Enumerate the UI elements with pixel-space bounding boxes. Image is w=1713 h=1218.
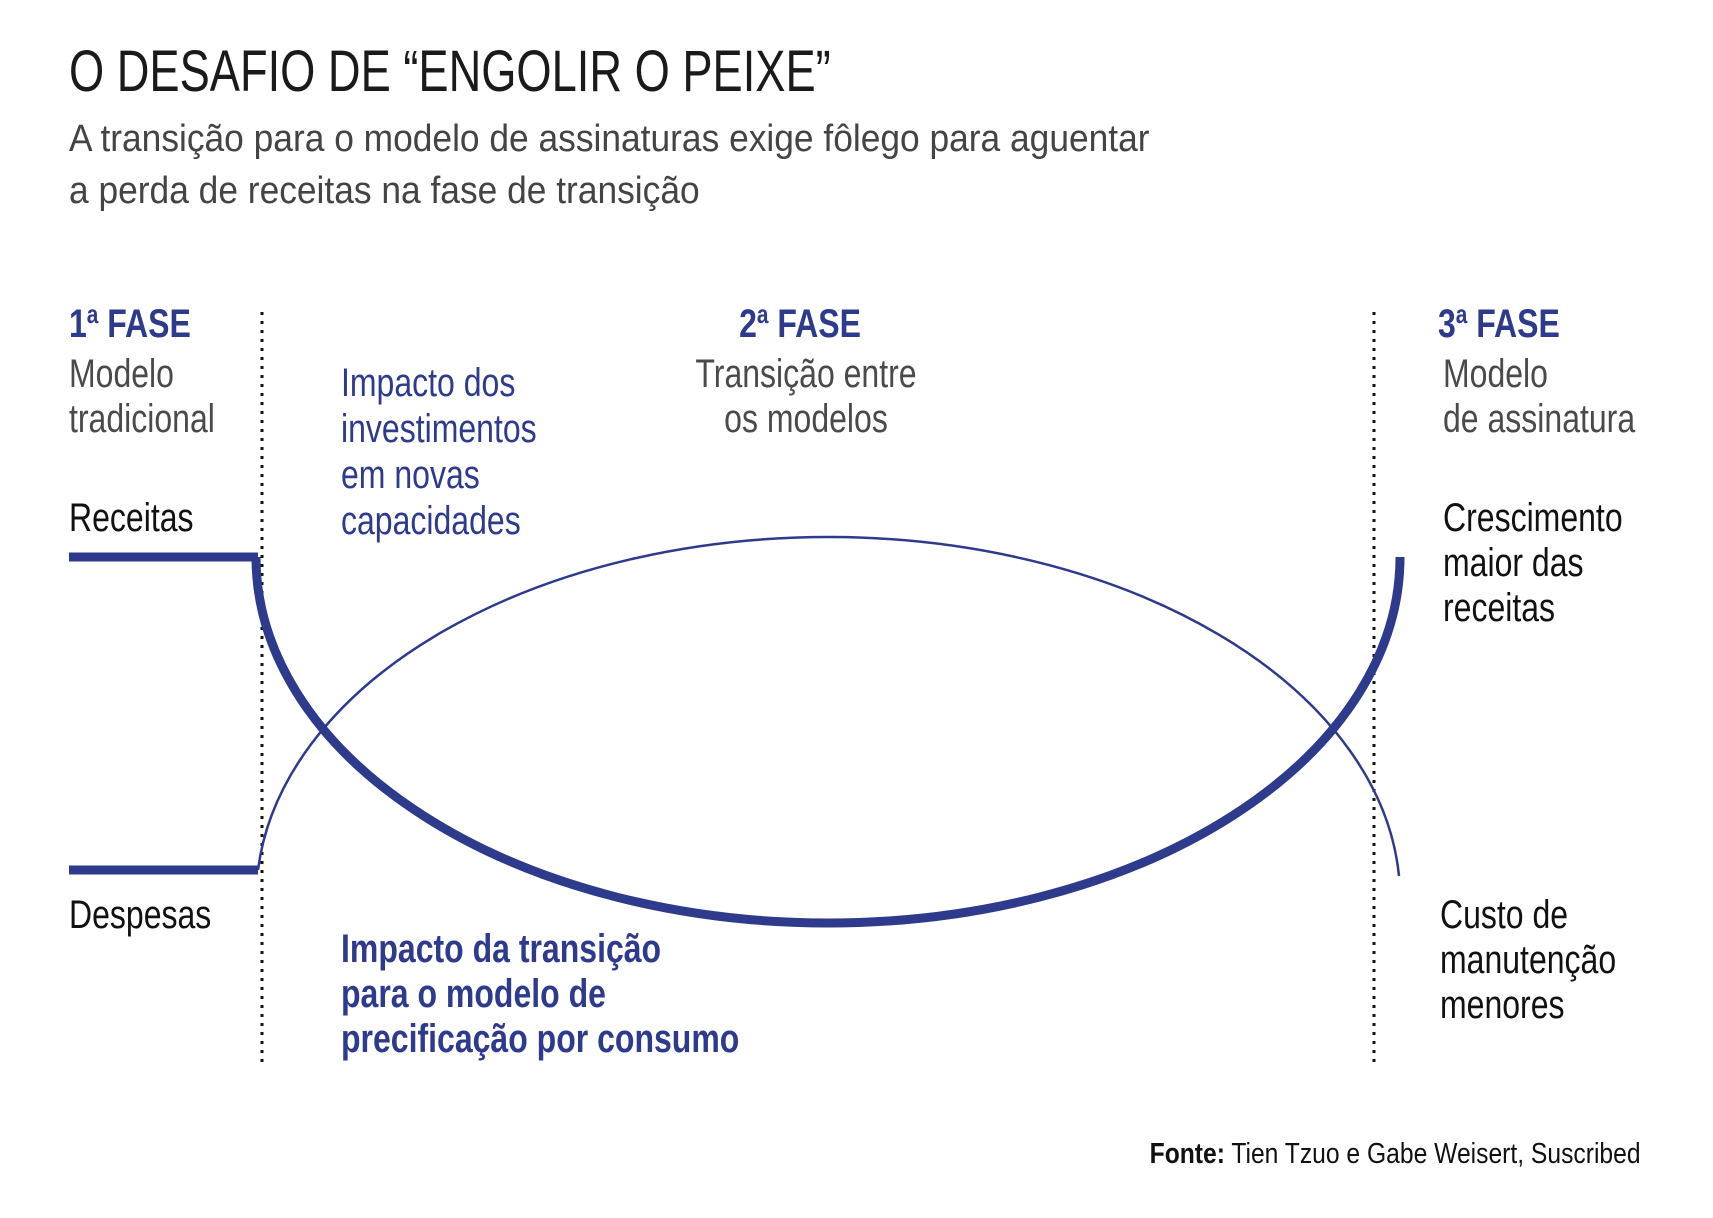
phase-1-heading: 1a FASE — [69, 299, 191, 346]
expenses-label: Despesas — [69, 893, 212, 937]
maintenance-cost-label: Custo de manutenção menores — [1440, 893, 1617, 1027]
phase-1-description: Modelo tradicional — [69, 352, 215, 441]
subtitle-line-2: a perda de receitas na fase de transição — [69, 170, 700, 212]
revenue-growth-label: Crescimento maior das receitas — [1443, 496, 1623, 630]
phase-2-heading: 2a FASE — [739, 299, 861, 346]
transition-impact-label: Impacto da transição para o modelo de prec… — [341, 927, 740, 1061]
source-note: Fonte: Tien Tzuo e Gabe Weisert, Suscrib… — [1150, 1138, 1641, 1170]
investments-impact-label: Impacto dos investimentos em novas capacida… — [341, 361, 537, 543]
phase-3-heading: 3a FASE — [1438, 299, 1560, 346]
phase-3-description: Modelo de assinatura — [1443, 352, 1636, 441]
revenue-curve — [251, 556, 1405, 928]
subtitle-line-1: A transição para o modelo de assinaturas… — [69, 118, 1150, 160]
chart-title: O DESAFIO DE “ENGOLIR O PEIXE” — [69, 39, 831, 104]
revenue-label: Receitas — [69, 496, 194, 540]
expense-curve — [256, 535, 1401, 877]
phase-2-description: Transição entre os modelos — [695, 352, 917, 441]
